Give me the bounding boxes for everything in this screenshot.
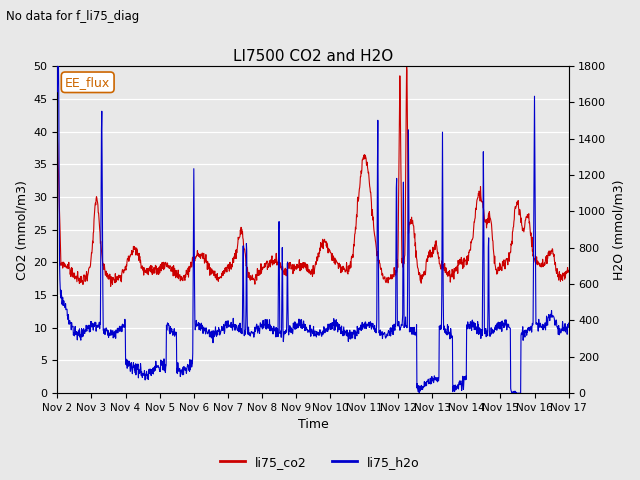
- Title: LI7500 CO2 and H2O: LI7500 CO2 and H2O: [233, 48, 393, 63]
- X-axis label: Time: Time: [298, 419, 328, 432]
- Y-axis label: CO2 (mmol/m3): CO2 (mmol/m3): [15, 180, 28, 279]
- Y-axis label: H2O (mmol/m3): H2O (mmol/m3): [612, 180, 625, 280]
- Legend: li75_co2, li75_h2o: li75_co2, li75_h2o: [215, 451, 425, 474]
- Text: No data for f_li75_diag: No data for f_li75_diag: [6, 10, 140, 23]
- Text: EE_flux: EE_flux: [65, 76, 110, 89]
